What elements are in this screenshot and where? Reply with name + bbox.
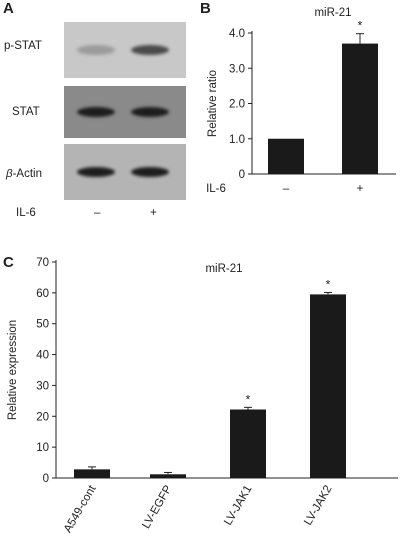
blot-row-label-stat: STAT bbox=[12, 106, 40, 118]
y-tick-label: 0 bbox=[239, 169, 245, 181]
panel-b-letter: B bbox=[200, 0, 211, 17]
y-tick-label: 50 bbox=[36, 319, 49, 331]
chart-title: miR-21 bbox=[205, 263, 242, 275]
y-tick-label: 4.0 bbox=[229, 28, 245, 40]
blot-strip-stat bbox=[64, 86, 186, 138]
bar bbox=[342, 43, 378, 175]
category-label: + bbox=[357, 183, 364, 195]
y-tick-label: 40 bbox=[36, 350, 49, 362]
x-axis-label: IL-6 bbox=[206, 183, 226, 195]
panel-c-letter: C bbox=[3, 254, 14, 271]
blot-band bbox=[77, 45, 115, 55]
blot-band bbox=[131, 107, 169, 117]
bar bbox=[230, 409, 266, 478]
panel-a-letter: A bbox=[3, 0, 14, 17]
blot-band bbox=[77, 107, 115, 117]
blot-row-label-actin-text: -Actin bbox=[12, 168, 42, 180]
blot-strip-p-stat bbox=[64, 22, 186, 78]
bar bbox=[268, 138, 304, 174]
blot-band bbox=[77, 167, 115, 177]
blot-row-label-actin: β-Actin bbox=[6, 168, 42, 180]
significance-marker: * bbox=[358, 19, 363, 33]
y-tick-label: 3.0 bbox=[229, 63, 245, 75]
bar bbox=[310, 294, 346, 478]
bar bbox=[74, 469, 110, 478]
category-label: LV-JAK1 bbox=[222, 484, 254, 528]
y-axis-label: Relative expression bbox=[7, 320, 19, 420]
category-label: – bbox=[283, 183, 290, 195]
y-axis-label: Relative ratio bbox=[207, 70, 219, 137]
y-tick-label: 20 bbox=[36, 411, 49, 423]
significance-marker: * bbox=[246, 392, 251, 406]
blot-band bbox=[131, 45, 169, 55]
chart-title: miR-21 bbox=[314, 7, 351, 19]
y-tick-label: 2.0 bbox=[229, 99, 245, 111]
blot-row-label-actin-beta: β bbox=[6, 168, 13, 180]
y-tick-label: 30 bbox=[36, 380, 49, 392]
y-tick-label: 70 bbox=[36, 257, 49, 269]
blot-row-label-p-stat: p-STAT bbox=[4, 40, 42, 52]
lane-label-plus: + bbox=[150, 207, 157, 219]
y-tick-label: 0 bbox=[43, 473, 49, 485]
category-label: LV-JAK2 bbox=[302, 484, 334, 528]
bar bbox=[150, 474, 186, 478]
treatment-label: IL-6 bbox=[16, 207, 36, 219]
category-label: LV-EGFP bbox=[140, 483, 174, 531]
category-label: A549-cont bbox=[62, 483, 99, 535]
lane-label-minus: – bbox=[94, 207, 101, 219]
y-tick-label: 1.0 bbox=[229, 134, 245, 146]
y-tick-label: 60 bbox=[36, 288, 49, 300]
blot-strip-actin bbox=[64, 144, 186, 200]
significance-marker: * bbox=[326, 278, 331, 292]
blot-band bbox=[131, 167, 169, 177]
y-tick-label: 10 bbox=[36, 442, 49, 454]
